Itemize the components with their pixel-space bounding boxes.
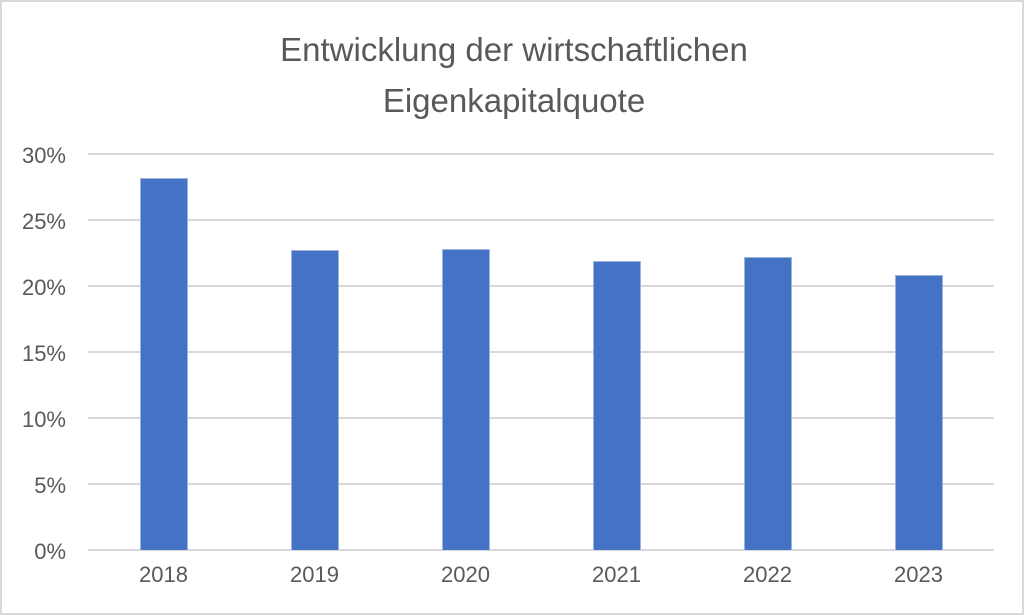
bar-2022	[743, 256, 792, 550]
y-axis-tick-label: 25%	[21, 209, 66, 234]
gridline	[88, 417, 994, 419]
y-axis-tick-label: 5%	[34, 473, 66, 498]
bar-2023	[894, 275, 943, 550]
gridline	[88, 351, 994, 353]
bar-2020	[441, 249, 490, 550]
y-axis-tick-label: 20%	[21, 275, 66, 300]
y-axis-tick-label: 10%	[21, 407, 66, 432]
gridline	[88, 285, 994, 287]
x-axis-tick-label: 2023	[894, 562, 943, 587]
x-axis-tick-label: 2018	[139, 562, 188, 587]
x-axis-tick-label: 2019	[290, 562, 339, 587]
gridline	[88, 483, 994, 485]
x-axis-tick-label: 2022	[743, 562, 792, 587]
y-axis-tick-label: 0%	[34, 539, 66, 564]
chart-title: Entwicklung der wirtschaftlichen Eigenka…	[280, 31, 748, 120]
gridline	[88, 219, 994, 221]
gridline	[88, 549, 994, 551]
x-axis-tick-label: 2021	[592, 562, 641, 587]
gridline	[88, 153, 994, 155]
x-axis-tick-label: 2020	[441, 562, 490, 587]
y-axis-tick-label: 30%	[21, 143, 66, 168]
y-axis-tick-label: 15%	[21, 341, 66, 366]
bar-2018	[139, 177, 188, 550]
plot-area	[88, 153, 994, 551]
bar-2021	[592, 260, 641, 550]
bar-2019	[290, 250, 339, 550]
